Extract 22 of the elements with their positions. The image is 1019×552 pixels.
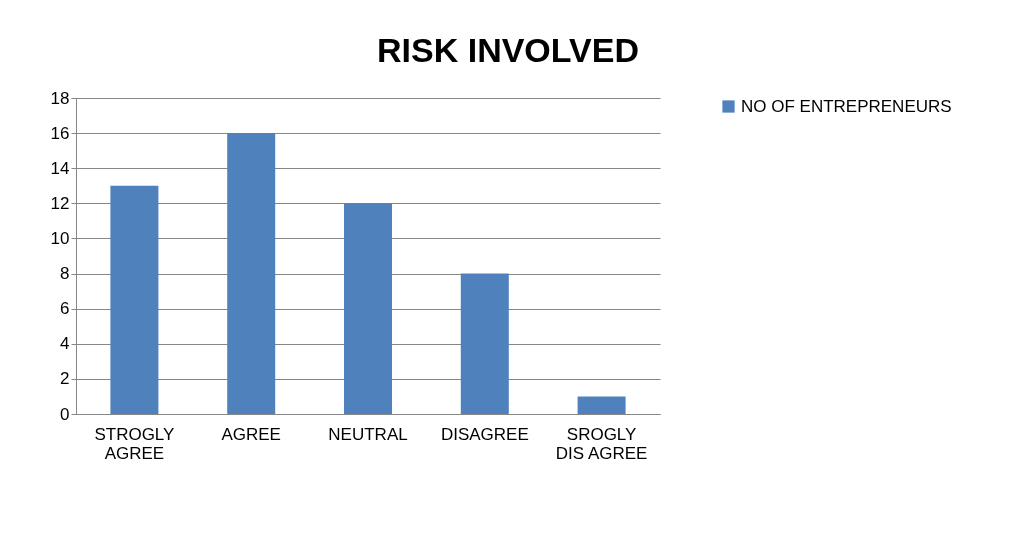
x-tick-label: SROGLY DIS AGREE (555, 424, 648, 463)
x-tick-label: DISAGREE (440, 424, 529, 444)
x-tick-label: NEUTRAL (328, 424, 408, 444)
y-tick-label: 6 (60, 299, 70, 319)
y-tick-label: 8 (60, 264, 70, 284)
y-tick-label: 0 (60, 404, 70, 424)
bar (344, 203, 392, 414)
y-tick-label: 16 (50, 123, 70, 143)
bar (227, 133, 276, 414)
legend-label: NO OF ENTREPRENEURS (741, 96, 952, 116)
x-tick-label: AGREE (221, 424, 281, 444)
y-tick-label: 14 (50, 158, 70, 178)
y-tick-label: 10 (50, 228, 70, 248)
bar (110, 185, 159, 414)
bar (577, 396, 626, 414)
y-tick-label: 12 (50, 193, 70, 213)
chart-title: RISK INVOLVED (377, 31, 639, 69)
y-tick-label: 2 (60, 369, 70, 389)
y-tick-label: 4 (60, 334, 70, 354)
bar (460, 273, 509, 414)
x-tick-label: STROGLY AGREE (94, 424, 175, 463)
y-tick-label: 18 (50, 88, 70, 108)
